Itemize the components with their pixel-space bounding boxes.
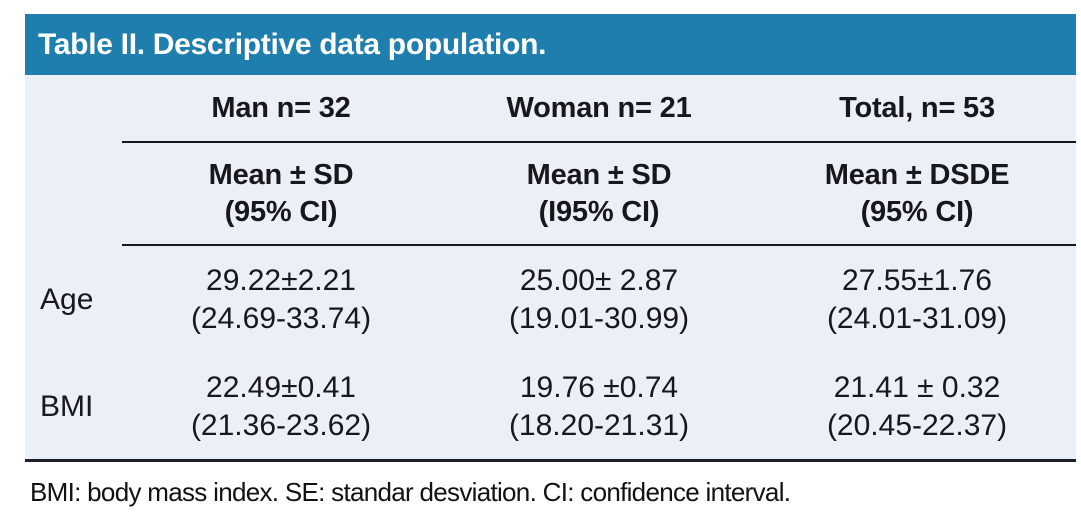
subheader-man-line1: Mean ± SD bbox=[208, 158, 354, 191]
table-body: Man n= 32 Woman n= 21 Total, n= 53 Mean … bbox=[25, 75, 1076, 462]
bmi-man-cell: 22.49±0.41 (21.36-23.62) bbox=[122, 354, 440, 459]
subheader-row: Mean ± SD (95% CI) Mean ± SD (I95% CI) M… bbox=[25, 143, 1076, 244]
row-label-spacer bbox=[25, 143, 122, 244]
table-card: Table II. Descriptive data population. M… bbox=[25, 14, 1076, 462]
bmi-woman-ci: (18.20-21.31) bbox=[508, 408, 690, 442]
age-woman-cell: 25.00± 2.87 (19.01-30.99) bbox=[440, 246, 758, 354]
row-label-spacer bbox=[25, 75, 122, 141]
bmi-total-mean: 21.41 ± 0.32 bbox=[833, 370, 1001, 404]
subheader-divider-line bbox=[122, 244, 1076, 246]
subheader-man: Mean ± SD (95% CI) bbox=[122, 143, 440, 244]
age-man-cell: 29.22±2.21 (24.69-33.74) bbox=[122, 246, 440, 354]
subheader-man-line2: (95% CI) bbox=[224, 195, 338, 228]
table-row-age: Age 29.22±2.21 (24.69-33.74) 25.00± 2.87… bbox=[25, 246, 1076, 354]
table-footnote: BMI: body mass index. SE: standar desvia… bbox=[30, 477, 791, 507]
subheader-woman-line2: (I95% CI) bbox=[538, 195, 660, 228]
age-woman-mean: 25.00± 2.87 bbox=[519, 264, 679, 297]
age-total-ci: (24.01-31.09) bbox=[826, 302, 1008, 335]
bmi-man-ci: (21.36-23.62) bbox=[190, 408, 372, 442]
bmi-total-cell: 21.41 ± 0.32 (20.45-22.37) bbox=[758, 354, 1076, 459]
bmi-man-mean: 22.49±0.41 bbox=[206, 370, 356, 404]
subheader-woman: Mean ± SD (I95% CI) bbox=[440, 143, 758, 244]
bmi-woman-cell: 19.76 ±0.74 (18.20-21.31) bbox=[440, 354, 758, 459]
column-header-total: Total, n= 53 bbox=[839, 91, 995, 124]
row-label-age: Age bbox=[40, 283, 94, 316]
column-header-woman: Woman n= 21 bbox=[506, 91, 692, 124]
table-title-bar: Table II. Descriptive data population. bbox=[25, 14, 1076, 75]
table-row-bmi: BMI 22.49±0.41 (21.36-23.62) 19.76 ±0.74… bbox=[25, 354, 1076, 459]
bmi-total-ci: (20.45-22.37) bbox=[826, 408, 1008, 442]
subheader-total-line2: (95% CI) bbox=[860, 195, 974, 228]
bmi-woman-mean: 19.76 ±0.74 bbox=[519, 370, 679, 404]
age-total-cell: 27.55±1.76 (24.01-31.09) bbox=[758, 246, 1076, 354]
table-title: Table II. Descriptive data population. bbox=[38, 27, 547, 61]
age-woman-ci: (19.01-30.99) bbox=[508, 302, 690, 335]
subheader-total: Mean ± DSDE (95% CI) bbox=[758, 143, 1076, 244]
age-man-ci: (24.69-33.74) bbox=[190, 302, 372, 335]
header-divider-line bbox=[122, 141, 1076, 143]
table-bottom-border-line bbox=[25, 459, 1076, 462]
row-label-bmi: BMI bbox=[40, 389, 94, 423]
subheader-woman-line1: Mean ± SD bbox=[526, 158, 672, 191]
age-man-mean: 29.22±2.21 bbox=[206, 264, 356, 297]
column-header-row: Man n= 32 Woman n= 21 Total, n= 53 bbox=[25, 75, 1076, 141]
column-header-man: Man n= 32 bbox=[211, 91, 351, 124]
subheader-total-line1: Mean ± DSDE bbox=[824, 158, 1010, 191]
age-total-mean: 27.55±1.76 bbox=[842, 264, 992, 297]
